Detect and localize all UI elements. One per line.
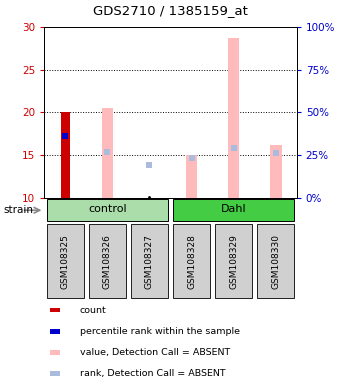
Bar xyxy=(173,199,294,222)
Bar xyxy=(270,145,282,198)
Text: GSM108328: GSM108328 xyxy=(187,234,196,288)
Text: rank, Detection Call = ABSENT: rank, Detection Call = ABSENT xyxy=(80,369,225,378)
Text: GSM108329: GSM108329 xyxy=(229,234,238,288)
Bar xyxy=(102,108,113,198)
Bar xyxy=(47,224,84,298)
Text: GSM108327: GSM108327 xyxy=(145,234,154,288)
Text: GSM108325: GSM108325 xyxy=(61,234,70,288)
Bar xyxy=(50,329,60,334)
Bar xyxy=(257,224,294,298)
Bar xyxy=(50,371,60,376)
Bar xyxy=(47,199,168,222)
Bar xyxy=(173,224,210,298)
Bar xyxy=(215,224,252,298)
Bar xyxy=(186,155,197,198)
Text: count: count xyxy=(80,306,107,314)
Bar xyxy=(228,38,239,198)
Bar xyxy=(50,350,60,355)
Text: GSM108330: GSM108330 xyxy=(271,233,280,289)
Text: percentile rank within the sample: percentile rank within the sample xyxy=(80,327,240,336)
Bar xyxy=(61,112,70,198)
Bar xyxy=(89,224,126,298)
Text: strain: strain xyxy=(3,205,33,215)
Text: GSM108326: GSM108326 xyxy=(103,234,112,288)
Text: GDS2710 / 1385159_at: GDS2710 / 1385159_at xyxy=(93,4,248,17)
Bar xyxy=(131,224,168,298)
Text: control: control xyxy=(88,204,127,214)
Text: Dahl: Dahl xyxy=(221,204,247,214)
Text: value, Detection Call = ABSENT: value, Detection Call = ABSENT xyxy=(80,348,230,357)
Bar xyxy=(50,308,60,313)
